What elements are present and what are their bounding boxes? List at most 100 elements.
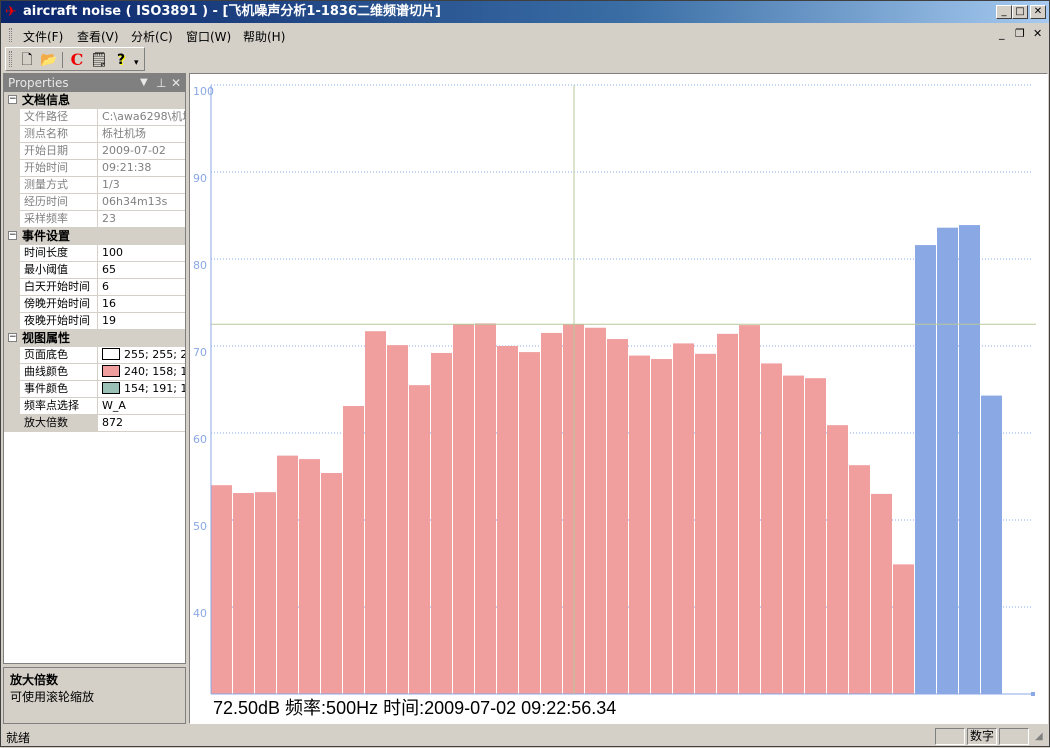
- maximize-button[interactable]: □: [1012, 5, 1028, 19]
- property-value-text: 19: [102, 314, 116, 327]
- menu-help[interactable]: 帮助(H): [243, 30, 286, 44]
- color-swatch: [102, 348, 120, 360]
- dropdown-icon[interactable]: ▼: [140, 77, 148, 88]
- property-value-text: 6: [102, 280, 109, 293]
- property-row[interactable]: 事件颜色 154; 191; 181: [4, 381, 185, 398]
- property-value[interactable]: W_A: [99, 398, 185, 414]
- property-value[interactable]: 154; 191; 181: [99, 381, 185, 397]
- bar: [475, 323, 496, 694]
- property-value[interactable]: 65: [99, 262, 185, 278]
- properties-icon[interactable]: 🗒: [90, 52, 108, 68]
- property-row[interactable]: 放大倍数 872: [4, 415, 185, 432]
- property-row[interactable]: 夜晚开始时间 19: [4, 313, 185, 330]
- property-value[interactable]: 19: [99, 313, 185, 329]
- open-folder-icon[interactable]: 📂: [40, 52, 58, 68]
- property-name: 开始日期: [4, 143, 98, 159]
- toolbar-grip[interactable]: [9, 51, 12, 67]
- property-value-text: 栎社机场: [102, 127, 146, 140]
- property-value[interactable]: 1/3: [99, 177, 185, 193]
- property-value[interactable]: 23: [99, 211, 185, 227]
- resize-grip-icon[interactable]: ◢: [1035, 731, 1043, 742]
- close-button[interactable]: ✕: [1030, 5, 1046, 19]
- status-panel-num: 数字: [967, 728, 997, 745]
- bar: [761, 363, 782, 694]
- collapse-icon[interactable]: −: [8, 332, 17, 342]
- bar: [937, 227, 958, 694]
- minimize-button[interactable]: _: [996, 5, 1012, 19]
- collapse-icon[interactable]: −: [8, 230, 17, 240]
- cursor-readout: 72.50dB 频率:500Hz 时间:2009-07-02 09:22:56.…: [213, 698, 617, 718]
- y-tick-label: 50: [193, 520, 207, 533]
- property-value[interactable]: 6: [99, 279, 185, 295]
- property-row[interactable]: 采样频率 23: [4, 211, 185, 228]
- menu-view[interactable]: 查看(V): [77, 30, 119, 44]
- c-icon[interactable]: C: [70, 50, 84, 69]
- property-row[interactable]: 页面底色 255; 255; 255: [4, 347, 185, 364]
- property-row[interactable]: 白天开始时间 6: [4, 279, 185, 296]
- properties-panel: Properties ▼ ⊥ ✕ − 文档信息 文件路径 C:\awa6298\机场测…: [3, 73, 186, 664]
- property-name: 夜晚开始时间: [4, 313, 98, 329]
- property-row[interactable]: 开始时间 09:21:38: [4, 160, 185, 177]
- property-name: 页面底色: [4, 347, 98, 363]
- status-bar: 就绪 数字 ◢: [1, 727, 1049, 747]
- property-row[interactable]: 最小阈值 65: [4, 262, 185, 279]
- mdi-minimize-button[interactable]: _: [999, 27, 1005, 40]
- property-row[interactable]: 经历时间 06h34m13s: [4, 194, 185, 211]
- mdi-close-button[interactable]: ✕: [1033, 27, 1043, 40]
- bar: [673, 343, 694, 694]
- collapse-icon[interactable]: −: [8, 94, 17, 104]
- property-value[interactable]: C:\awa6298\机场: [99, 109, 185, 125]
- toolbar-overflow-icon[interactable]: ▾: [134, 58, 139, 68]
- help-icon[interactable]: ?: [116, 52, 126, 68]
- property-name: 频率点选择: [4, 398, 98, 414]
- property-value[interactable]: 09:21:38: [99, 160, 185, 176]
- property-value[interactable]: 06h34m13s: [99, 194, 185, 210]
- menu-grip[interactable]: [9, 28, 12, 42]
- property-value[interactable]: 栎社机场: [99, 126, 185, 142]
- category-2[interactable]: − 视图属性: [4, 330, 185, 347]
- category-0[interactable]: − 文档信息: [4, 92, 185, 109]
- category-label: 视图属性: [22, 331, 71, 345]
- menu-file[interactable]: 文件(F): [23, 30, 64, 44]
- property-value-text: W_A: [102, 399, 126, 412]
- property-value[interactable]: 872: [99, 415, 185, 431]
- property-name: 白天开始时间: [4, 279, 98, 295]
- new-file-icon[interactable]: 🗋: [21, 52, 33, 68]
- property-row[interactable]: 开始日期 2009-07-02: [4, 143, 185, 160]
- property-value[interactable]: 100: [99, 245, 185, 261]
- mdi-restore-button[interactable]: ❐: [1015, 27, 1025, 40]
- property-value-text: 240; 158; 158: [124, 365, 185, 378]
- color-swatch: [102, 365, 120, 377]
- bar: [827, 425, 848, 694]
- bar: [651, 359, 672, 694]
- property-row[interactable]: 时间长度 100: [4, 245, 185, 262]
- menu-window[interactable]: 窗口(W): [186, 30, 232, 44]
- property-value[interactable]: 255; 255; 255: [99, 347, 185, 363]
- bar: [783, 375, 804, 694]
- property-row[interactable]: 频率点选择 W_A: [4, 398, 185, 415]
- category-1[interactable]: − 事件设置: [4, 228, 185, 245]
- title-bar: aircraft noise ( ISO3891 ) - [飞机噪声分析1-18…: [1, 1, 1049, 23]
- bar: [321, 473, 342, 694]
- pin-icon[interactable]: ⊥: [156, 76, 167, 90]
- status-panel-3: [999, 728, 1029, 745]
- property-value-text: 65: [102, 263, 116, 276]
- toolbar-separator: [62, 52, 63, 68]
- menu-analysis[interactable]: 分析(C): [131, 30, 173, 44]
- property-row[interactable]: 文件路径 C:\awa6298\机场: [4, 109, 185, 126]
- bar: [805, 378, 826, 694]
- property-name: 最小阈值: [4, 262, 98, 278]
- property-value[interactable]: 240; 158; 158: [99, 364, 185, 380]
- bar: [409, 385, 430, 694]
- property-name: 测量方式: [4, 177, 98, 193]
- property-row[interactable]: 曲线颜色 240; 158; 158: [4, 364, 185, 381]
- close-panel-icon[interactable]: ✕: [171, 76, 182, 90]
- property-value[interactable]: 2009-07-02: [99, 143, 185, 159]
- property-value[interactable]: 16: [99, 296, 185, 312]
- property-row[interactable]: 测量方式 1/3: [4, 177, 185, 194]
- bar: [431, 352, 452, 694]
- bar: [387, 345, 408, 694]
- property-row[interactable]: 测点名称 栎社机场: [4, 126, 185, 143]
- property-row[interactable]: 傍晚开始时间 16: [4, 296, 185, 313]
